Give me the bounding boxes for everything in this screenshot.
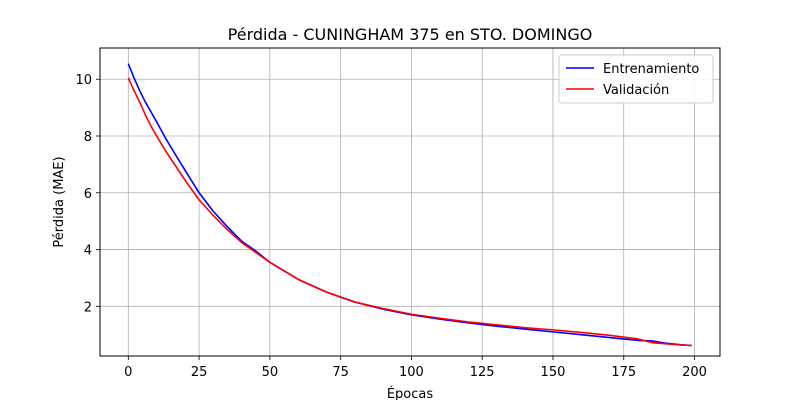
- legend-box: [558, 54, 714, 104]
- x-tick-label: 25: [191, 365, 208, 380]
- x-tick-label: 200: [682, 365, 707, 380]
- x-tick-label: 100: [399, 365, 424, 380]
- x-axis-label: Épocas: [387, 386, 434, 400]
- y-tick-label: 8: [84, 130, 92, 145]
- y-tick-label: 4: [84, 244, 92, 259]
- x-tick-label: 50: [262, 365, 279, 380]
- legend-label: Validación: [603, 83, 669, 98]
- y-tick-label: 6: [84, 187, 92, 202]
- plot-frame: [99, 47, 721, 357]
- chart-title: Pérdida - CUNINGHAM 375 en STO. DOMINGO: [228, 25, 593, 44]
- x-tick-label: 0: [124, 365, 132, 380]
- series-layer: [127, 63, 692, 347]
- series-line-entrenamiento: [127, 63, 692, 347]
- x-tick-label: 150: [541, 365, 566, 380]
- tick-layer: 0 25 50 75 100 125 150 175 200 2 4 6 8 10: [75, 73, 706, 380]
- x-tick-label: 125: [470, 365, 495, 380]
- legend-label: Entrenamiento: [603, 62, 699, 77]
- y-tick-label: 10: [75, 73, 92, 88]
- y-axis-label: Pérdida (MAE): [52, 156, 67, 247]
- legend: Entrenamiento Validación: [558, 54, 714, 104]
- x-tick-label: 75: [332, 365, 349, 380]
- series-line-validación: [127, 77, 692, 347]
- x-tick-label: 175: [611, 365, 636, 380]
- y-tick-label: 2: [84, 300, 92, 315]
